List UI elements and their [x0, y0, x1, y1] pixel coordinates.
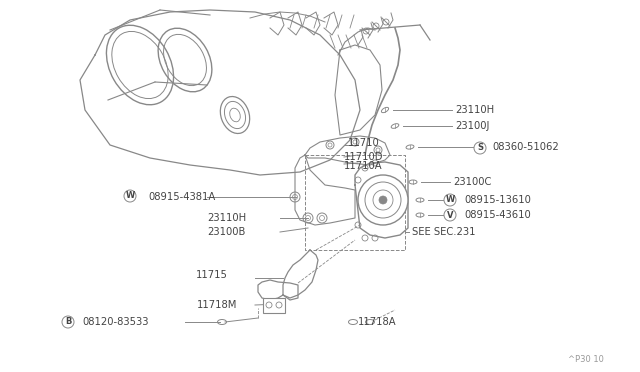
Text: 08915-13610: 08915-13610 — [464, 195, 531, 205]
Text: 23110H: 23110H — [455, 105, 494, 115]
Text: 11710D: 11710D — [344, 152, 383, 162]
Circle shape — [62, 316, 74, 328]
Text: 11718M: 11718M — [197, 300, 237, 310]
Text: W: W — [125, 192, 134, 201]
Text: SEE SEC.231: SEE SEC.231 — [412, 227, 476, 237]
Text: ^P30 10: ^P30 10 — [568, 355, 604, 364]
Text: 08120-83533: 08120-83533 — [82, 317, 148, 327]
Text: 11710A: 11710A — [344, 161, 383, 171]
Circle shape — [444, 209, 456, 221]
Text: 23100C: 23100C — [453, 177, 492, 187]
Circle shape — [358, 175, 408, 225]
Text: B: B — [65, 317, 71, 327]
Circle shape — [124, 190, 136, 202]
Text: W: W — [445, 196, 454, 205]
Text: 23100J: 23100J — [455, 121, 490, 131]
Bar — [263, 298, 285, 313]
Circle shape — [444, 194, 456, 206]
Text: V: V — [447, 211, 453, 219]
Text: 08915-43610: 08915-43610 — [464, 210, 531, 220]
Text: 08360-51062: 08360-51062 — [492, 142, 559, 152]
Text: 08915-4381A: 08915-4381A — [148, 192, 215, 202]
Circle shape — [474, 142, 486, 154]
Text: S: S — [477, 144, 483, 153]
Text: 23100B: 23100B — [207, 227, 245, 237]
Text: 11718A: 11718A — [358, 317, 397, 327]
Text: 11710: 11710 — [348, 138, 380, 148]
Text: 11715: 11715 — [196, 270, 228, 280]
Text: 23110H: 23110H — [207, 213, 246, 223]
Circle shape — [379, 196, 387, 204]
